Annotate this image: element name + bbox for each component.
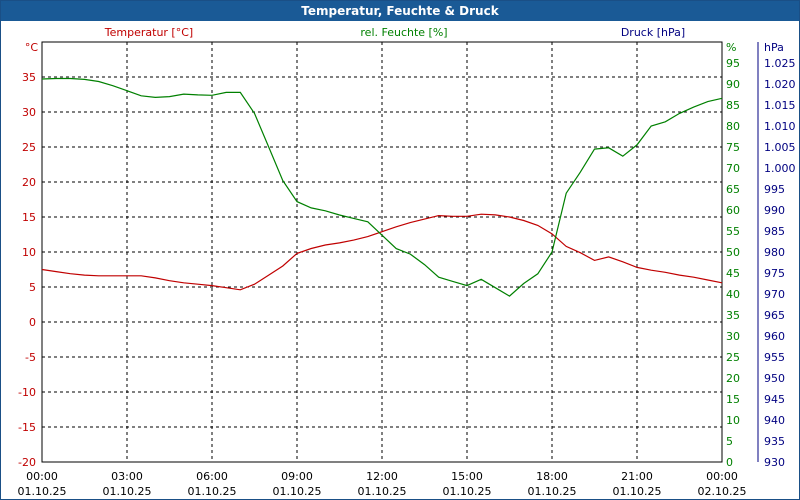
temperature-tick-label: 10: [22, 246, 36, 259]
temperature-tick-label: 35: [22, 71, 36, 84]
x-tick-time: 15:00: [451, 470, 483, 483]
series-lines: [41, 77, 723, 297]
pressure-axis-title: Druck [hPa]: [621, 26, 685, 39]
x-tick-date: 01.10.25: [528, 485, 577, 498]
humidity-tick-label: 60: [726, 204, 740, 217]
x-tick-date: 01.10.25: [358, 485, 407, 498]
humidity-tick-label: 70: [726, 162, 740, 175]
humidity-tick-label: 90: [726, 78, 740, 91]
x-tick-time: 12:00: [366, 470, 398, 483]
temperature-tick-label: 20: [22, 176, 36, 189]
x-tick-time: 21:00: [621, 470, 653, 483]
humidity-tick-label: 85: [726, 99, 740, 112]
humidity-tick-label: 65: [726, 183, 740, 196]
humidity-axis-title: rel. Feuchte [%]: [360, 26, 447, 39]
temperature-tick-label: 30: [22, 106, 36, 119]
pressure-tick-label: 1.005: [764, 141, 796, 154]
pressure-tick-label: 1.010: [764, 120, 796, 133]
pressure-tick-label: 930: [764, 456, 785, 469]
pressure-tick-label: 960: [764, 330, 785, 343]
temperature-unit-label: °C: [25, 41, 39, 54]
x-tick-date: 01.10.25: [103, 485, 152, 498]
humidity-tick-label: 30: [726, 330, 740, 343]
humidity-unit-label: %: [726, 41, 736, 54]
pressure-tick-label: 1.020: [764, 78, 796, 91]
humidity-tick-label: 10: [726, 414, 740, 427]
humidity-tick-label: 40: [726, 288, 740, 301]
pressure-tick-label: 1.000: [764, 162, 796, 175]
pressure-tick-label: 990: [764, 204, 785, 217]
pressure-tick-label: 965: [764, 309, 785, 322]
pressure-unit-label: hPa: [764, 41, 784, 54]
pressure-tick-label: 935: [764, 435, 785, 448]
window-title: Temperatur, Feuchte & Druck: [1, 1, 799, 21]
temperature-tick-label: 0: [29, 316, 36, 329]
x-tick-time: 09:00: [281, 470, 313, 483]
axis-labels: -20 -15 -10 -5 0 5 10 15 20 25 30 35 °C 0 5 10 15 20 25 30 3…: [18, 26, 796, 498]
temperature-tick-label: 15: [22, 211, 36, 224]
x-tick-time: 00:00: [706, 470, 738, 483]
humidity-tick-label: 5: [726, 435, 733, 448]
pressure-tick-label: 950: [764, 372, 785, 385]
pressure-tick-label: 940: [764, 414, 785, 427]
humidity-tick-label: 0: [726, 456, 733, 469]
temperature-tick-label: -10: [18, 386, 36, 399]
x-tick-time: 00:00: [26, 470, 58, 483]
humidity-tick-label: 25: [726, 351, 740, 364]
pressure-tick-label: 970: [764, 288, 785, 301]
pressure-tick-label: 975: [764, 267, 785, 280]
temperature-tick-label: 5: [29, 281, 36, 294]
pressure-tick-label: 980: [764, 246, 785, 259]
plot-border: [41, 41, 723, 463]
humidity-tick-label: 35: [726, 309, 740, 322]
x-tick-date: 01.10.25: [188, 485, 237, 498]
x-tick-time: 18:00: [536, 470, 568, 483]
series-line-humidity: [41, 77, 723, 297]
humidity-tick-label: 95: [726, 57, 740, 70]
humidity-tick-label: 15: [726, 393, 740, 406]
humidity-tick-label: 55: [726, 225, 740, 238]
x-tick-date: 01.10.25: [443, 485, 492, 498]
temperature-axis-title: Temperatur [°C]: [104, 26, 193, 39]
pressure-tick-label: 1.015: [764, 99, 796, 112]
humidity-tick-label: 80: [726, 120, 740, 133]
humidity-tick-label: 45: [726, 267, 740, 280]
series-line-temperature: [41, 213, 723, 291]
x-tick-date: 01.10.25: [18, 485, 67, 498]
humidity-tick-label: 50: [726, 246, 740, 259]
temperature-tick-label: 25: [22, 141, 36, 154]
plot-frame: [41, 41, 759, 463]
temperature-tick-label: -15: [18, 421, 36, 434]
temperature-tick-label: -20: [18, 456, 36, 469]
x-tick-date: 01.10.25: [273, 485, 322, 498]
pressure-tick-label: 995: [764, 183, 785, 196]
pressure-tick-label: 955: [764, 351, 785, 364]
humidity-tick-label: 75: [726, 141, 740, 154]
humidity-tick-label: 20: [726, 372, 740, 385]
pressure-tick-label: 945: [764, 393, 785, 406]
grid: [42, 42, 722, 462]
pressure-tick-label: 1.025: [764, 57, 796, 70]
x-tick-time: 06:00: [196, 470, 228, 483]
x-tick-time: 03:00: [111, 470, 143, 483]
temperature-tick-label: -5: [25, 351, 36, 364]
pressure-tick-label: 985: [764, 225, 785, 238]
x-tick-date: 02.10.25: [698, 485, 747, 498]
x-tick-date: 01.10.25: [613, 485, 662, 498]
